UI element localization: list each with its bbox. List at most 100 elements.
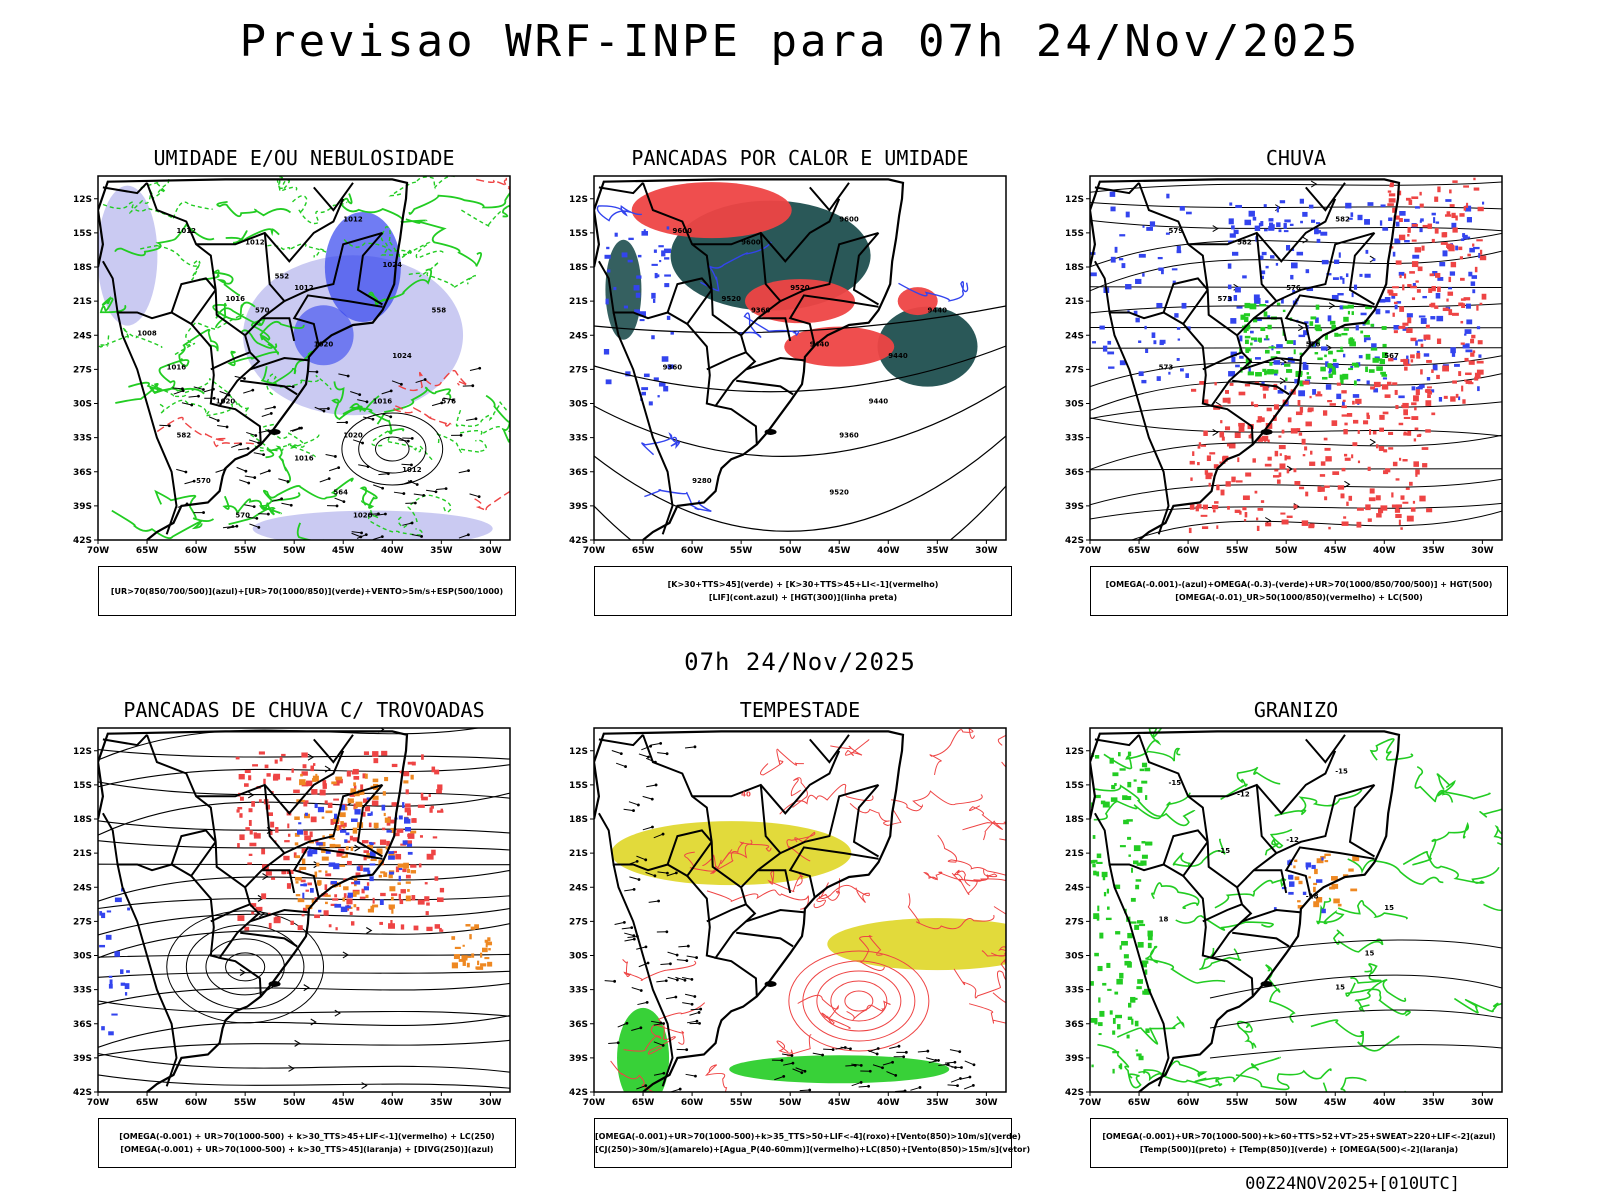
wind-vector-head [410,463,413,467]
storm-red-area [266,773,271,777]
omega-green-area [1262,368,1267,372]
lat-tick-label: 33S [73,986,92,996]
storm-red-area [407,833,415,839]
omega-blue-area [1406,313,1413,318]
contour-label: 1020 [314,341,334,349]
wind-vector-head [255,516,259,520]
wind850-vector [653,1041,664,1046]
omega-blue-area [1388,217,1393,222]
storm-red-area [237,806,243,810]
humidity-green-contour [339,193,428,223]
divg-blue-area [120,969,124,974]
omega-blue-area [1302,211,1308,217]
legend-line-2: [OMEGA(-0.001) + UR>70(1000-500) + k>30_… [120,1145,494,1154]
border-line [642,734,758,997]
lon-tick-label: 40W [381,546,404,556]
omega-red-area [1406,328,1413,334]
omega-blue-area [1423,353,1430,357]
temp850-green-contour [1099,1010,1105,1017]
omega-blue-area [1279,200,1286,204]
omega-blue-area [1133,310,1138,316]
lif-blue-contour [605,379,612,385]
storm-orange-area [390,827,396,833]
omega-green-area [1372,357,1379,363]
divg-blue-area [370,811,373,816]
omega-red-area [1196,504,1202,509]
omega-green-area [1306,372,1310,375]
contour-label: 1012 [176,227,196,235]
wind850-vector [666,872,677,877]
omega-red-area [1436,338,1442,344]
storm-red-area [330,903,338,907]
wind850-vector [799,1089,810,1092]
storm-red-area [261,848,266,855]
temp850-green-contour [1119,1063,1123,1070]
wind850-vector-head [616,1041,620,1045]
wind-vector [231,443,241,448]
omega-blue-area [1228,218,1234,225]
omega-red-area [1381,384,1389,390]
omega-blue-area [1261,381,1265,386]
wind850-vector [653,833,664,839]
lc850-red-streamline [992,992,1006,1004]
temp850-green-contour [1316,897,1345,925]
omega-red-area [1467,253,1471,257]
lc250-streamline [98,1000,510,1017]
omega-blue-area [1110,256,1116,263]
omega-green-area [1332,358,1337,362]
omega-green-area [1276,351,1281,354]
omega-red-area [1244,512,1248,518]
storm-orange-area [298,799,305,802]
omega-red-area [1412,500,1416,504]
omega-red-area [1449,189,1452,194]
stream-arrow [1279,377,1286,385]
omega-blue-area [1236,306,1243,309]
storm-orange-area [384,817,391,823]
contour-label: -12 [1286,836,1299,844]
wind-vector [329,467,339,472]
wind-vector [176,468,187,473]
wind-vector [351,531,362,534]
omega-blue-area [1110,206,1116,212]
omega-red-area [1260,384,1267,387]
temp850-green-contour [1119,768,1126,771]
omega-blue-area [1371,343,1377,350]
hail-blue-area [1321,908,1326,914]
thickness-red-contour [474,490,510,512]
temp850-green-contour [1126,819,1133,822]
storm-red-area [353,785,357,790]
lc250-streamline [166,910,325,1024]
omega-red-area [1197,446,1201,449]
omega-blue-area [1454,363,1460,367]
omega-blue-area [1272,224,1275,230]
wind-vector-head [389,415,393,419]
omega-red-area [1392,312,1395,317]
wind850-vector [812,1052,823,1056]
panel-hail: GRANIZO -12 -15 -15 -12 -15 -18 18 15 15 15 12S 15S… [1056,698,1536,1198]
storm-orange-area [488,948,491,951]
lat-tick-label: 42S [569,536,588,546]
divg-blue-area [369,863,376,866]
storm-red-area [349,792,356,797]
divg-blue-area [328,862,336,867]
temp850-green-contour [1131,867,1134,873]
legend-line-1: [OMEGA(-0.001)+UR>70(1000-500)+k>60+TTS>… [1102,1132,1496,1141]
lagoon [1260,428,1273,435]
temp850-green-contour [1096,871,1100,877]
omega-green-area [1320,366,1326,372]
temp850-green-contour [1265,964,1296,1024]
lc850-red-streamline [981,950,1006,972]
divg-blue-area [344,839,348,843]
temp850-green-contour [1115,1014,1123,1019]
wind-vector [249,523,259,528]
omega-blue-area [1431,389,1435,393]
omega-blue-area [1342,401,1345,407]
omega-green-area [1343,316,1349,322]
omega-blue-area [1320,231,1328,236]
omega-red-area [1322,410,1328,416]
wind-vector [357,399,368,403]
lat-tick-label: 21S [1065,297,1084,307]
omega-red-area [1295,411,1303,416]
storm-red-area [250,903,257,907]
temp850-green-contour [1102,801,1110,808]
